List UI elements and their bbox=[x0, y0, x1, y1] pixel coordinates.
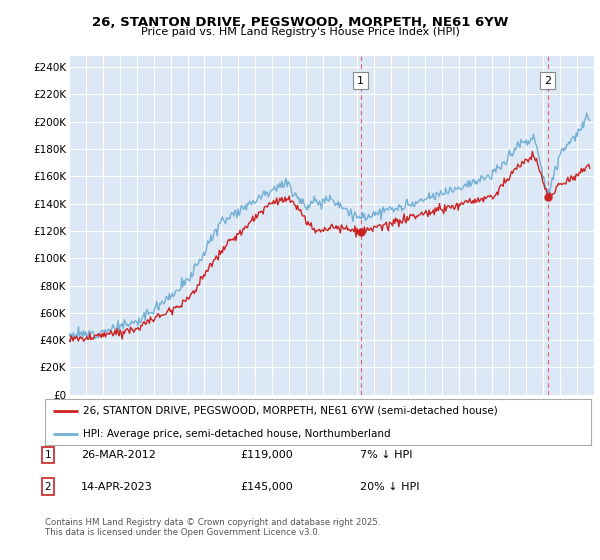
Text: 14-APR-2023: 14-APR-2023 bbox=[81, 482, 153, 492]
Text: 1: 1 bbox=[44, 450, 52, 460]
Text: 2: 2 bbox=[44, 482, 52, 492]
Text: 1: 1 bbox=[357, 76, 364, 86]
Text: Price paid vs. HM Land Registry's House Price Index (HPI): Price paid vs. HM Land Registry's House … bbox=[140, 27, 460, 37]
Text: 7% ↓ HPI: 7% ↓ HPI bbox=[360, 450, 413, 460]
Text: 2: 2 bbox=[544, 76, 551, 86]
Text: 26, STANTON DRIVE, PEGSWOOD, MORPETH, NE61 6YW: 26, STANTON DRIVE, PEGSWOOD, MORPETH, NE… bbox=[92, 16, 508, 29]
Text: 20% ↓ HPI: 20% ↓ HPI bbox=[360, 482, 419, 492]
Text: HPI: Average price, semi-detached house, Northumberland: HPI: Average price, semi-detached house,… bbox=[83, 429, 391, 438]
Text: £145,000: £145,000 bbox=[240, 482, 293, 492]
Text: Contains HM Land Registry data © Crown copyright and database right 2025.
This d: Contains HM Land Registry data © Crown c… bbox=[45, 518, 380, 538]
Text: 26, STANTON DRIVE, PEGSWOOD, MORPETH, NE61 6YW (semi-detached house): 26, STANTON DRIVE, PEGSWOOD, MORPETH, NE… bbox=[83, 406, 498, 416]
Text: 26-MAR-2012: 26-MAR-2012 bbox=[81, 450, 156, 460]
Text: £119,000: £119,000 bbox=[240, 450, 293, 460]
